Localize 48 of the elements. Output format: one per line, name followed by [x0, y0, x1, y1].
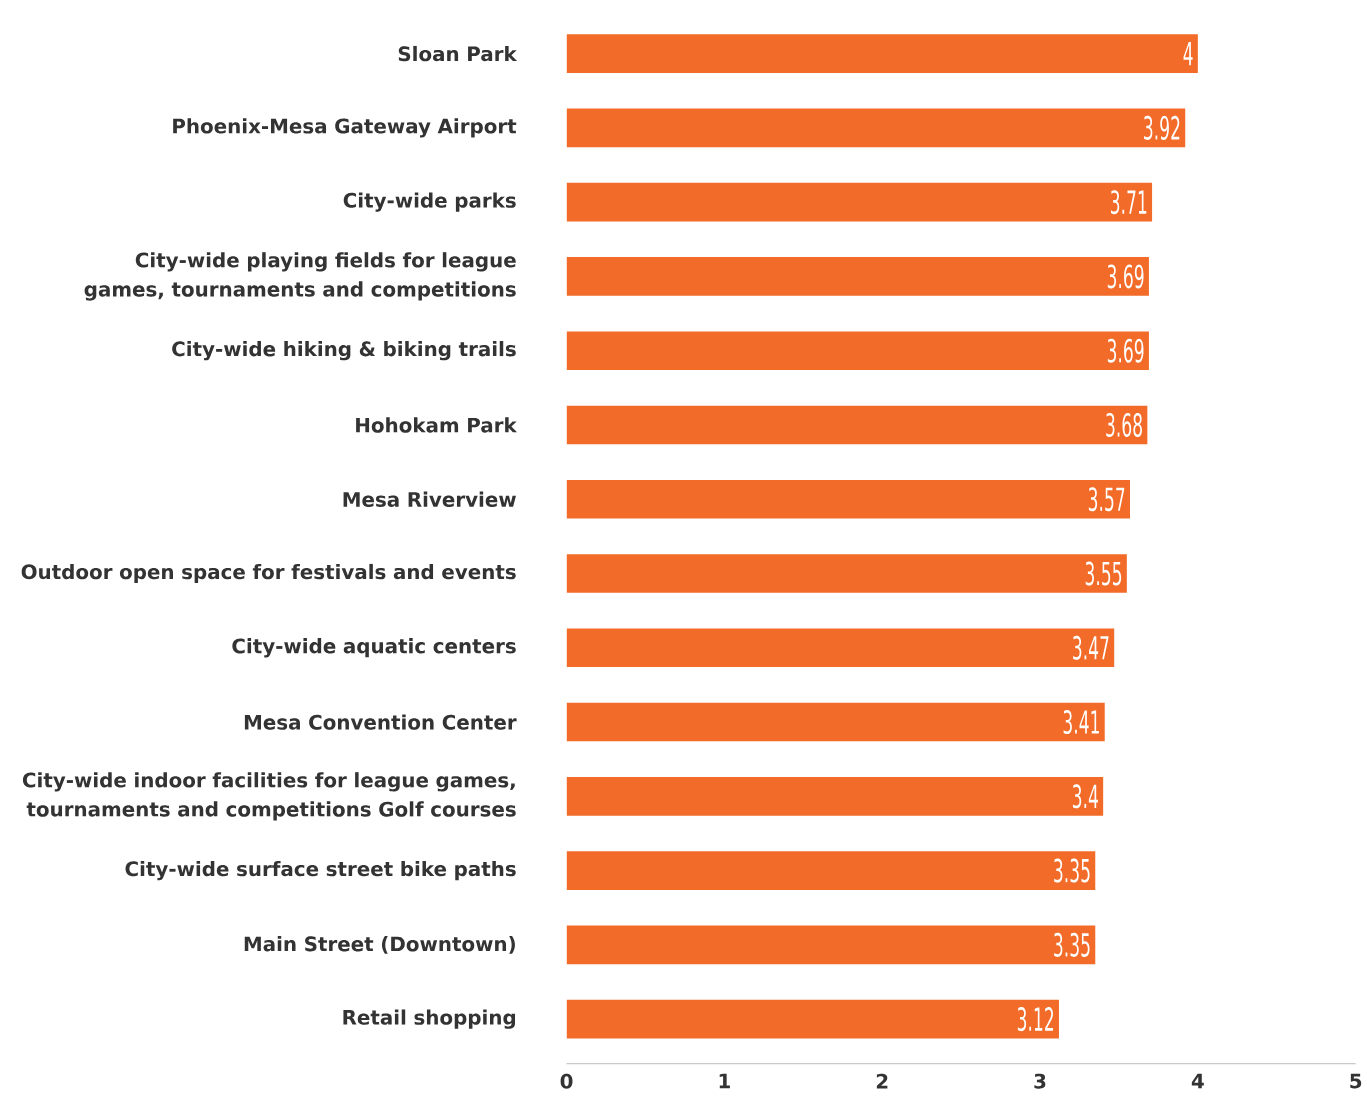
data-label: 3.57: [1088, 487, 1125, 512]
y-tick-label: Mesa Convention Center: [244, 714, 517, 730]
bar: [566, 108, 1186, 148]
y-tick-label: City-wide parks: [343, 192, 516, 212]
y-tick-label: Sloan Park: [398, 45, 518, 62]
bar: [566, 405, 1148, 445]
y-tick-label: City-wide indoor facilities for league games, tournaments and competitions Golf courses: [22, 772, 516, 821]
x-tick-label: 4: [1191, 1073, 1204, 1088]
y-tick-label: Phoenix-Mesa Gateway Airport: [173, 118, 517, 138]
y-tick-label: Outdoor open space for festivals and events: [21, 563, 516, 583]
y-tick-label: City-wide hiking & biking trails: [172, 340, 516, 361]
bar: [566, 776, 1104, 816]
x-tick-label: 2: [876, 1073, 888, 1089]
y-tick-label: City-wide aquatic centers: [232, 637, 516, 658]
y-tick-label: City-wide surface street bike paths: [125, 860, 516, 881]
y-tick-label: Main Street (Downtown): [244, 935, 515, 954]
x-tick-label: 0: [560, 1073, 573, 1089]
data-label: 3.68: [1106, 412, 1142, 437]
y-tick-label: Hohokam Park: [356, 417, 518, 433]
bar: [566, 34, 1198, 73]
y-tick-label: Mesa Riverview: [343, 491, 516, 507]
y-tick-label: Retail shopping: [343, 1009, 516, 1029]
bar: [566, 331, 1149, 370]
bar: [566, 999, 1059, 1039]
bar: [566, 925, 1096, 965]
data-label: 3.35: [1054, 858, 1090, 883]
data-label: 3.71: [1110, 189, 1147, 214]
bar: [566, 702, 1105, 742]
data-label: 3.69: [1107, 338, 1144, 363]
bar: [566, 851, 1096, 890]
bar: [566, 182, 1153, 222]
bar: [566, 479, 1130, 519]
data-label: 3.47: [1073, 635, 1109, 660]
bar: [566, 554, 1127, 593]
data-label: 4: [1183, 41, 1193, 66]
x-tick-label: 5: [1350, 1073, 1362, 1089]
data-label: 3.69: [1107, 264, 1144, 289]
bar: [566, 628, 1115, 667]
data-label: 3.4: [1072, 784, 1098, 809]
data-label: 3.55: [1085, 561, 1122, 586]
data-label: 3.35: [1054, 932, 1090, 957]
y-tick-label: City-wide playing fields for league games, tournaments and competitions: [84, 252, 516, 301]
data-label: 3.12: [1017, 1006, 1054, 1031]
bar: [566, 256, 1149, 296]
data-label: 3.41: [1063, 709, 1099, 734]
data-label: 3.92: [1144, 115, 1180, 140]
x-tick-label: 1: [719, 1073, 730, 1088]
x-tick-label: 3: [1034, 1073, 1046, 1089]
